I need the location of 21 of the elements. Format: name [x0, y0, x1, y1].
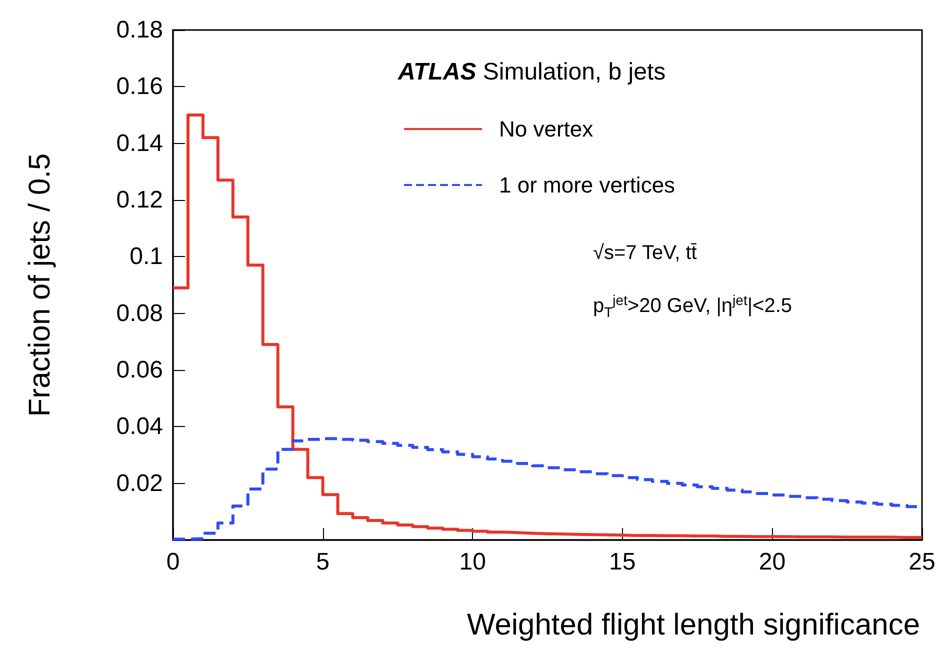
x-tick-label: 0 [166, 548, 180, 576]
y-tick-label: 0.18 [116, 16, 163, 44]
y-tick-label: 0.04 [116, 413, 163, 440]
y-tick-label: 0.06 [116, 356, 163, 384]
x-tick-label: 10 [459, 548, 486, 576]
x-axis-title: Weighted flight length significance [466, 608, 920, 642]
y-tick-label: 0.16 [116, 73, 163, 100]
y-tick-label: 0.1 [130, 243, 163, 270]
x-tick-label: 15 [609, 548, 636, 576]
x-tick-label: 20 [758, 548, 786, 576]
y-axis-title: Fraction of jets / 0.5 [24, 153, 56, 417]
y-tick-label: 0.14 [116, 130, 163, 157]
x-tick-label: 25 [908, 548, 936, 576]
legend-label: No vertex [499, 116, 594, 142]
y-tick-label: 0.02 [116, 470, 163, 497]
annotation: √s=7 TeV, tt̄ [593, 242, 698, 264]
legend-label: 1 or more vertices [499, 172, 676, 198]
y-tick-label: 0.12 [116, 186, 163, 214]
y-tick-label: 0.08 [116, 300, 163, 327]
x-tick-label: 5 [316, 548, 330, 576]
annotation: ATLAS Simulation, b jets [397, 58, 666, 86]
